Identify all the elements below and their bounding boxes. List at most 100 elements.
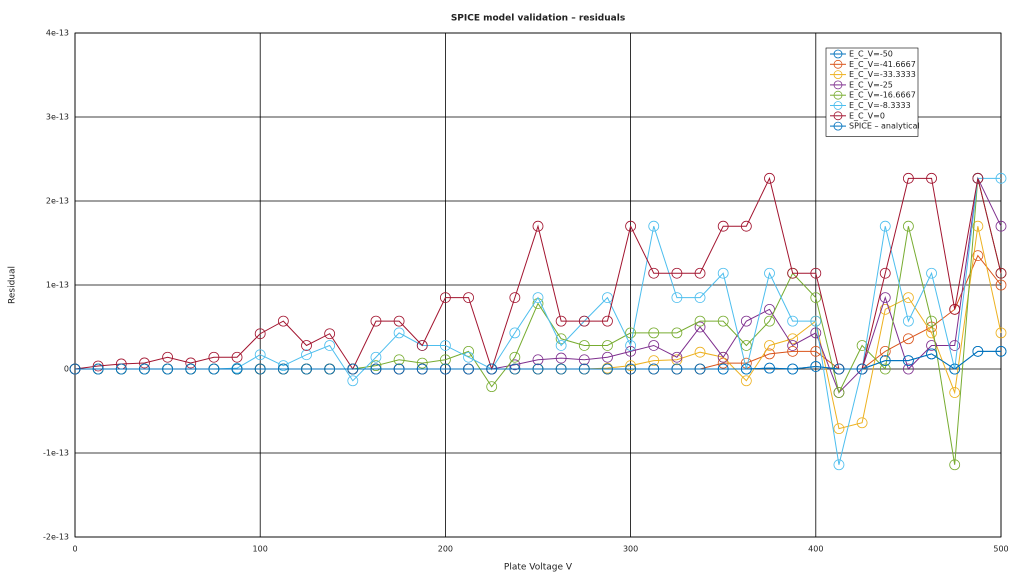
data-point — [463, 351, 474, 363]
data-point — [717, 357, 729, 369]
data-point — [648, 220, 660, 232]
y-tick-label: 3e-13 — [46, 113, 69, 122]
x-tick-label: 200 — [438, 545, 453, 554]
data-point — [787, 315, 799, 327]
data-point — [740, 315, 752, 327]
data-point — [740, 340, 752, 351]
data-point — [717, 267, 729, 279]
data-point — [347, 375, 359, 387]
data-point — [764, 340, 775, 351]
data-point — [578, 363, 590, 375]
data-point — [717, 351, 729, 363]
y-axis-label: Residual — [8, 266, 18, 304]
data-point — [810, 315, 822, 327]
data-point — [949, 303, 961, 315]
data-point — [648, 363, 660, 375]
data-point — [764, 362, 775, 374]
data-point — [324, 328, 336, 340]
data-point — [301, 340, 312, 351]
data-point — [740, 220, 752, 232]
legend-label: E_C_V=-41.6667 — [849, 60, 916, 69]
legend-label: E_C_V=-8.3333 — [849, 101, 911, 110]
data-point — [439, 292, 451, 304]
y-tick-label: 4e-13 — [46, 29, 69, 38]
series-line — [75, 350, 1001, 370]
data-point — [833, 459, 845, 471]
data-point — [277, 315, 289, 327]
data-point — [903, 315, 914, 327]
data-point — [903, 220, 914, 232]
data-point — [486, 363, 498, 375]
legend-marker — [833, 90, 843, 100]
y-tick-label: -2e-13 — [43, 533, 69, 542]
data-point — [602, 351, 613, 363]
data-point — [92, 363, 104, 375]
legend-label: E_C_V=-25 — [849, 80, 893, 89]
data-point — [926, 172, 937, 184]
y-tick-label: 2e-13 — [46, 197, 69, 206]
data-point — [439, 363, 451, 375]
data-point — [370, 351, 382, 363]
data-point — [949, 363, 961, 375]
x-tick-label: 500 — [993, 545, 1008, 554]
data-point — [787, 340, 799, 351]
legend-marker — [833, 121, 843, 131]
data-point — [509, 292, 521, 304]
data-point — [393, 363, 405, 375]
data-point — [856, 340, 868, 351]
data-point — [787, 267, 799, 279]
data-point — [995, 345, 1007, 357]
data-point — [555, 315, 567, 327]
legend-label: E_C_V=0 — [849, 111, 885, 120]
data-point — [787, 345, 799, 357]
data-point — [532, 292, 544, 304]
data-point — [69, 363, 81, 375]
data-point — [393, 327, 405, 339]
data-point — [764, 303, 775, 315]
data-point — [856, 417, 868, 429]
data-point — [717, 315, 729, 327]
data-point — [301, 349, 312, 361]
data-point — [509, 351, 521, 363]
data-point — [625, 360, 636, 372]
series-line — [75, 177, 1001, 465]
data-point — [926, 340, 937, 351]
data-point — [578, 315, 590, 327]
y-tick-label: -1e-13 — [43, 449, 69, 458]
data-point — [810, 267, 822, 279]
data-point — [370, 363, 382, 375]
data-point — [879, 303, 891, 315]
data-point — [416, 357, 428, 369]
data-point — [393, 315, 405, 327]
data-point — [231, 351, 243, 363]
y-tick-label: 1e-13 — [46, 281, 69, 290]
data-point — [972, 345, 984, 357]
data-point — [879, 292, 891, 304]
data-point — [648, 340, 660, 351]
data-point — [208, 363, 220, 375]
data-point — [162, 363, 174, 375]
data-point — [903, 172, 914, 184]
data-point — [254, 328, 266, 340]
data-point — [740, 363, 752, 375]
data-point — [324, 340, 336, 351]
data-point — [625, 327, 636, 339]
data-point — [833, 387, 845, 398]
data-point — [671, 363, 683, 375]
data-point — [301, 363, 312, 375]
data-point — [694, 346, 706, 358]
data-point — [926, 267, 937, 279]
legend-marker — [833, 59, 843, 69]
data-point — [393, 354, 405, 366]
data-point — [277, 360, 289, 372]
legend-label: E_C_V=-33.3333 — [849, 70, 916, 79]
data-point — [439, 354, 451, 366]
data-point — [208, 351, 220, 363]
legend-label: E_C_V=-16.6667 — [849, 91, 916, 100]
data-point — [185, 363, 197, 375]
data-point — [555, 363, 567, 375]
data-point — [995, 220, 1007, 232]
data-point — [995, 279, 1007, 291]
data-point — [486, 381, 498, 393]
data-point — [370, 360, 382, 372]
